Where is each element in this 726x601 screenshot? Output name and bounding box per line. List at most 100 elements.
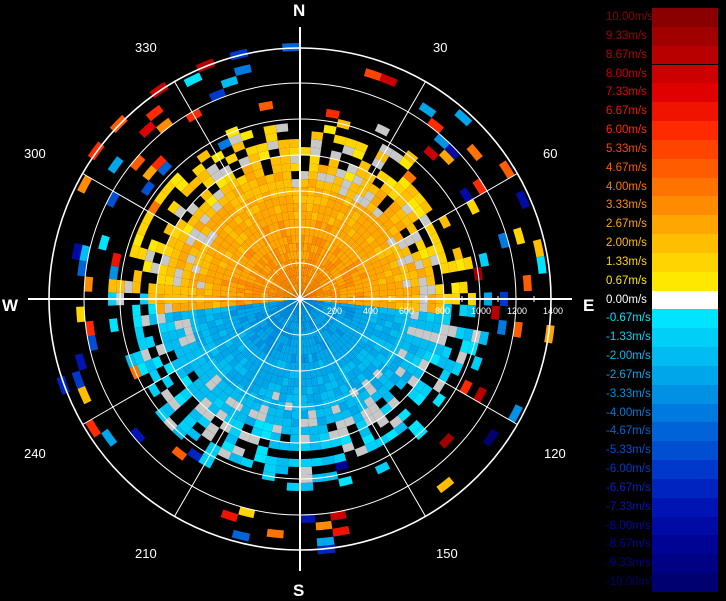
radar-echo-cell: [271, 258, 279, 267]
radar-echo-cell: [327, 372, 336, 382]
radar-echo-cell: [338, 357, 348, 367]
radar-echo-cell: [436, 333, 448, 346]
radar-echo-cell: [302, 283, 306, 292]
radar-echo-cell: [264, 414, 276, 425]
radar-echo-cell: [168, 329, 179, 342]
radar-echo-cell: [295, 267, 299, 276]
radar-echo-cell: [216, 379, 229, 391]
radar-echo-cell: [319, 311, 328, 317]
radar-echo-cell: [316, 246, 323, 256]
radar-echo-cell: [394, 366, 407, 378]
radar-echo-cell: [161, 402, 176, 417]
radar-echo-cell: [359, 197, 371, 209]
radar-echo-cell: [199, 396, 213, 410]
radar-echo-cell: [342, 354, 352, 364]
radar-echo-cell: [286, 268, 292, 278]
radar-echo-cell: [74, 353, 87, 371]
radar-echo-cell: [267, 251, 275, 261]
radar-echo-cell: [377, 277, 387, 286]
radar-echo-cell: [304, 286, 311, 293]
radar-echo-cell: [253, 452, 267, 464]
radar-echo-cell: [293, 338, 298, 347]
radar-echo-cell: [300, 410, 309, 419]
radar-echo-cell: [243, 217, 254, 228]
radar-echo-cell: [233, 372, 244, 384]
radar-echo-cell: [322, 304, 332, 309]
radar-echo-cell: [272, 222, 281, 232]
legend-swatch: [652, 309, 718, 329]
radar-echo-cell: [278, 287, 287, 292]
legend-entry: -6.67m/s: [604, 478, 720, 498]
radar-echo-cell: [148, 283, 157, 294]
radar-echo-cell: [223, 249, 234, 259]
legend-entry: -5.33m/s: [604, 441, 720, 461]
radar-echo-cell: [419, 214, 432, 227]
radar-echo-cell: [444, 143, 461, 160]
radar-echo-cell: [213, 312, 223, 321]
radar-echo-cell: [244, 237, 254, 248]
radar-echo-cell: [269, 260, 277, 269]
radar-echo-cell: [377, 312, 387, 321]
radar-echo-cell: [262, 422, 274, 433]
radar-echo-cell: [321, 357, 330, 367]
radar-echo-cell: [360, 314, 370, 322]
radar-echo-cell: [253, 419, 265, 430]
radar-echo-cell: [303, 275, 307, 284]
radar-echo-cell: [323, 181, 334, 192]
radar-echo-cell: [351, 316, 361, 323]
radar-echo-cell: [233, 64, 252, 76]
radar-echo-cell: [265, 455, 278, 466]
radar-echo-cell: [440, 345, 453, 359]
radar-echo-cell: [260, 208, 270, 219]
radar-echo-cell: [124, 280, 133, 294]
radar-echo-cell: [257, 237, 267, 248]
radar-echo-cell: [315, 302, 324, 307]
radar-echo-cell: [199, 213, 211, 226]
legend-swatch: [652, 422, 718, 442]
radar-echo-cell: [235, 263, 245, 271]
radar-echo-cell: [281, 318, 288, 327]
radar-echo-cell: [332, 525, 350, 537]
radar-echo-cell: [249, 333, 259, 342]
radar-echo-cell: [286, 289, 294, 295]
radar-echo-cell: [272, 366, 281, 376]
radar-echo-cell: [260, 269, 269, 277]
radar-echo-cell: [140, 314, 151, 327]
radar-echo-cell: [300, 370, 306, 379]
radar-echo-cell: [290, 163, 300, 172]
radar-echo-cell: [243, 338, 253, 348]
radar-echo-cell: [161, 181, 176, 196]
radar-echo-cell: [295, 235, 300, 244]
radar-echo-cell: [242, 267, 252, 275]
radar-echo-cell: [281, 211, 289, 221]
radar-echo-cell: [210, 212, 223, 225]
radar-echo-cell: [276, 457, 289, 467]
radar-echo-cell: [170, 227, 183, 240]
radar-echo-cell: [308, 417, 318, 427]
radar-echo-cell: [463, 328, 474, 342]
radar-echo-cell: [218, 358, 229, 369]
range-labels: 200 400 600 800 1000 1200 1400: [327, 306, 563, 316]
radar-echo-cell: [429, 331, 440, 344]
radar-echo-cell: [389, 372, 401, 385]
radar-echo-cell: [188, 246, 200, 258]
radar-echo-cell: [132, 304, 141, 317]
radar-echo-cell: [371, 207, 384, 219]
radar-echo-cell: [267, 364, 276, 375]
radar-echo-cell: [280, 335, 287, 345]
radar-echo-cell: [411, 251, 422, 262]
radar-echo-cell: [110, 252, 122, 268]
radar-echo-cell: [334, 275, 344, 282]
radar-echo-cell: [395, 207, 408, 221]
radar-echo-cell: [338, 284, 347, 290]
radar-echo-cell: [300, 466, 313, 475]
radar-echo-cell: [244, 350, 254, 361]
radar-echo-cell: [387, 302, 396, 310]
radar-echo-cell: [329, 150, 342, 161]
radar-echo-cell: [346, 350, 356, 361]
radar-echo-cell: [306, 321, 311, 330]
radar-echo-cell: [309, 244, 316, 253]
radar-echo-cell: [291, 275, 296, 284]
radar-echo-cell: [283, 219, 290, 229]
radar-echo-cell: [289, 268, 294, 277]
